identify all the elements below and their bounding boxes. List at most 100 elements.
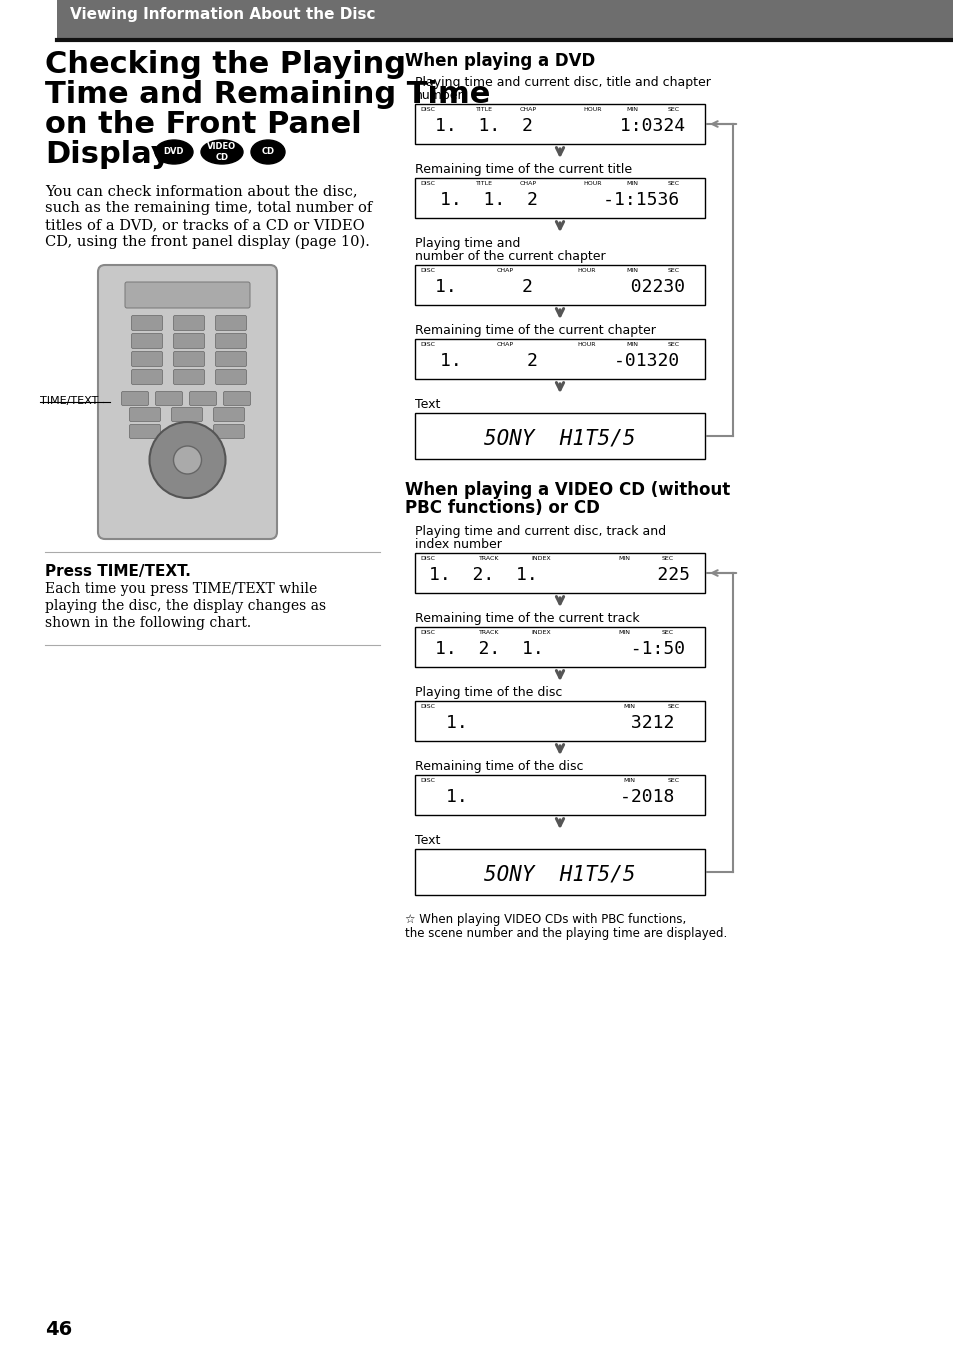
Text: SEC: SEC: [666, 107, 679, 112]
Text: HOUR: HOUR: [582, 107, 601, 112]
Text: 1.               3212: 1. 3212: [445, 714, 674, 731]
Text: MIN: MIN: [618, 556, 629, 561]
Text: TITLE: TITLE: [476, 107, 493, 112]
Bar: [415, 412, 704, 458]
FancyBboxPatch shape: [132, 352, 162, 366]
Text: MIN: MIN: [626, 107, 638, 112]
FancyBboxPatch shape: [132, 334, 162, 349]
Text: PBC functions) or CD: PBC functions) or CD: [405, 499, 599, 516]
Text: Playing time and current disc, title and chapter: Playing time and current disc, title and…: [415, 76, 710, 89]
FancyBboxPatch shape: [172, 425, 202, 438]
Bar: [415, 265, 704, 306]
FancyBboxPatch shape: [173, 369, 204, 384]
Text: Remaining time of the current title: Remaining time of the current title: [415, 164, 632, 176]
FancyBboxPatch shape: [173, 315, 204, 330]
Text: playing the disc, the display changes as: playing the disc, the display changes as: [45, 599, 326, 612]
Text: 1.  1.  2        1:0324: 1. 1. 2 1:0324: [435, 118, 684, 135]
Circle shape: [150, 422, 225, 498]
Text: TRACK: TRACK: [478, 556, 498, 561]
Text: DVD: DVD: [164, 147, 184, 157]
FancyBboxPatch shape: [132, 315, 162, 330]
Text: Remaining time of the current track: Remaining time of the current track: [415, 612, 639, 625]
Text: Time and Remaining Time: Time and Remaining Time: [45, 80, 490, 110]
Text: SEC: SEC: [660, 630, 673, 635]
Text: VIDEO
CD: VIDEO CD: [207, 142, 236, 162]
Bar: [415, 775, 704, 815]
Text: Playing time and current disc, track and: Playing time and current disc, track and: [415, 525, 665, 538]
Text: 1.  1.  2      -1:1536: 1. 1. 2 -1:1536: [440, 191, 679, 210]
Text: HOUR: HOUR: [582, 181, 601, 187]
Text: MIN: MIN: [623, 704, 635, 708]
FancyBboxPatch shape: [215, 369, 246, 384]
Text: MIN: MIN: [626, 268, 638, 273]
Text: on the Front Panel: on the Front Panel: [45, 110, 361, 139]
FancyBboxPatch shape: [172, 407, 202, 422]
Text: Checking the Playing: Checking the Playing: [45, 50, 406, 78]
FancyBboxPatch shape: [190, 392, 216, 406]
Bar: [415, 553, 704, 594]
Text: DISC: DISC: [419, 556, 435, 561]
Text: number of the current chapter: number of the current chapter: [415, 250, 605, 264]
Text: number: number: [415, 89, 463, 101]
Text: DISC: DISC: [419, 630, 435, 635]
FancyBboxPatch shape: [98, 265, 276, 539]
FancyBboxPatch shape: [125, 283, 250, 308]
Text: CD, using the front panel display (page 10).: CD, using the front panel display (page …: [45, 235, 370, 249]
Text: When playing a DVD: When playing a DVD: [405, 51, 595, 70]
Text: Text: Text: [415, 834, 440, 846]
Bar: [415, 627, 704, 667]
Text: shown in the following chart.: shown in the following chart.: [45, 617, 251, 630]
Text: SEC: SEC: [666, 777, 679, 783]
Text: Press TIME/TEXT.: Press TIME/TEXT.: [45, 564, 191, 579]
Text: TITLE: TITLE: [476, 181, 493, 187]
Bar: [415, 104, 704, 145]
Circle shape: [173, 446, 201, 475]
Text: index number: index number: [415, 538, 501, 552]
Text: DISC: DISC: [419, 107, 435, 112]
FancyBboxPatch shape: [173, 352, 204, 366]
Text: INDEX: INDEX: [531, 556, 550, 561]
Text: Text: Text: [415, 397, 440, 411]
Text: SEC: SEC: [660, 556, 673, 561]
Text: SEC: SEC: [666, 704, 679, 708]
Text: CHAP: CHAP: [518, 107, 536, 112]
Text: 1.      2       -01320: 1. 2 -01320: [440, 352, 679, 370]
Text: When playing a VIDEO CD (without: When playing a VIDEO CD (without: [405, 481, 729, 499]
Text: CHAP: CHAP: [496, 342, 513, 347]
FancyBboxPatch shape: [215, 315, 246, 330]
Bar: [415, 849, 704, 895]
Text: 1.  2.  1.        -1:50: 1. 2. 1. -1:50: [435, 639, 684, 658]
FancyBboxPatch shape: [130, 407, 160, 422]
FancyBboxPatch shape: [121, 392, 149, 406]
Text: Each time you press TIME/TEXT while: Each time you press TIME/TEXT while: [45, 581, 317, 596]
FancyBboxPatch shape: [215, 334, 246, 349]
Text: Remaining time of the disc: Remaining time of the disc: [415, 760, 583, 773]
FancyBboxPatch shape: [173, 334, 204, 349]
Text: Playing time and: Playing time and: [415, 237, 519, 250]
Bar: [415, 700, 704, 741]
Bar: [415, 339, 704, 379]
Ellipse shape: [201, 141, 243, 164]
FancyBboxPatch shape: [223, 392, 251, 406]
Text: MIN: MIN: [618, 630, 629, 635]
Bar: [57, 0, 953, 41]
Bar: [415, 178, 704, 218]
FancyBboxPatch shape: [155, 392, 182, 406]
Text: DISC: DISC: [419, 181, 435, 187]
Text: the scene number and the playing time are displayed.: the scene number and the playing time ar…: [405, 927, 726, 940]
FancyBboxPatch shape: [213, 407, 244, 422]
Text: CD: CD: [261, 147, 274, 157]
FancyBboxPatch shape: [132, 369, 162, 384]
Text: CHAP: CHAP: [518, 181, 536, 187]
Text: SEC: SEC: [666, 342, 679, 347]
Text: TRACK: TRACK: [478, 630, 498, 635]
Text: Display: Display: [45, 141, 171, 169]
Text: 1.  2.  1.           225: 1. 2. 1. 225: [429, 566, 690, 584]
Text: MIN: MIN: [623, 777, 635, 783]
Text: ☆ When playing VIDEO CDs with PBC functions,: ☆ When playing VIDEO CDs with PBC functi…: [405, 913, 685, 926]
Ellipse shape: [154, 141, 193, 164]
Text: 1.      2         02230: 1. 2 02230: [435, 279, 684, 296]
Text: 1.              -2018: 1. -2018: [445, 788, 674, 806]
Text: DISC: DISC: [419, 704, 435, 708]
Text: 5ONY  H1T5/5: 5ONY H1T5/5: [484, 429, 635, 449]
